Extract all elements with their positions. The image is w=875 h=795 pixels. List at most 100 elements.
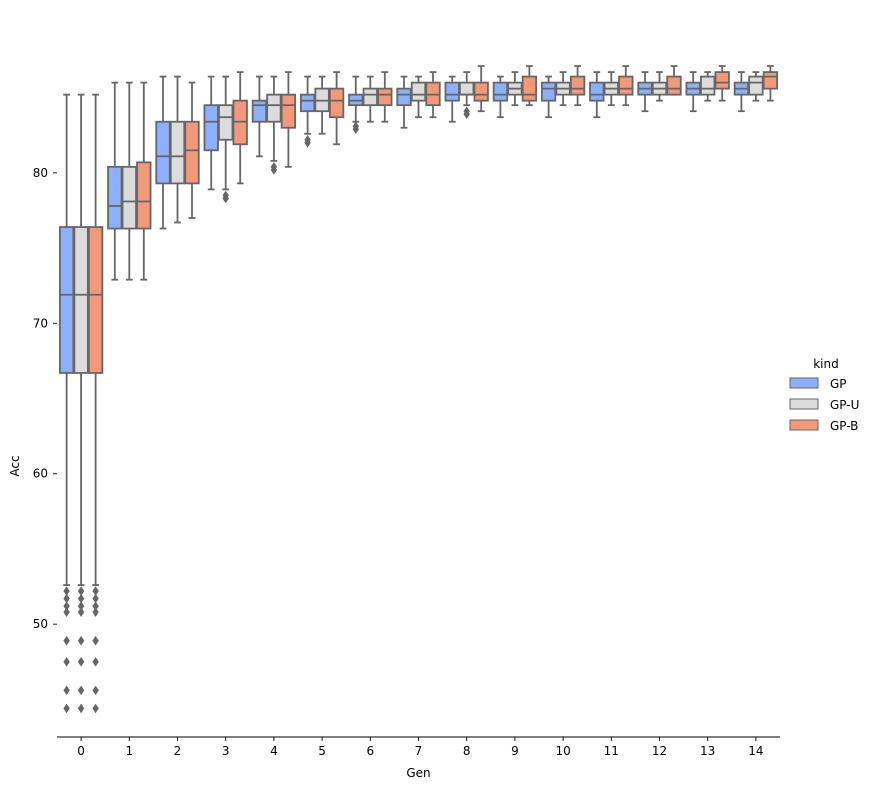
outlier-point xyxy=(92,586,99,596)
box-gp-b-gen-3 xyxy=(232,71,248,185)
box-gp-u-gen-9 xyxy=(507,71,523,107)
box-body xyxy=(540,81,557,102)
box-body xyxy=(266,93,282,123)
box-body xyxy=(136,161,152,230)
x-tick-label: 12 xyxy=(652,744,667,758)
outlier-point xyxy=(77,607,85,617)
outlier-point xyxy=(77,635,85,646)
legend-label: GP-U xyxy=(830,398,859,412)
outlier-point xyxy=(63,685,70,696)
box-body xyxy=(748,75,764,96)
box-body xyxy=(714,71,730,90)
legend-item-gp-b: GP-B xyxy=(789,419,858,433)
box-body xyxy=(203,104,219,152)
box-gp-u-gen-10 xyxy=(555,71,571,107)
box-gp-gen-9 xyxy=(492,75,509,119)
box-gp-b-gen-13 xyxy=(714,65,730,102)
box-gp-b-gen-0 xyxy=(87,93,104,714)
legend: kind GP GP-U GP-B xyxy=(789,357,859,433)
box-gp-b-gen-11 xyxy=(618,65,634,107)
box-body xyxy=(492,81,509,102)
outlier-point xyxy=(77,703,85,714)
box-body xyxy=(299,93,316,113)
box-gp-u-gen-5 xyxy=(314,75,330,135)
box-gp-b-gen-5 xyxy=(328,71,345,146)
outlier-point xyxy=(92,635,99,646)
box-body xyxy=(589,81,605,102)
box-gp-b-gen-9 xyxy=(521,65,538,107)
box-gp-u-gen-2 xyxy=(169,75,186,224)
legend-title: kind xyxy=(813,357,839,371)
box-body xyxy=(762,71,779,90)
y-tick-label: 60 xyxy=(33,467,48,481)
box-body xyxy=(121,165,137,230)
outlier-point xyxy=(63,656,70,667)
outlier-point xyxy=(63,586,70,596)
box-body xyxy=(700,75,716,96)
box-body xyxy=(251,99,268,123)
box-body xyxy=(58,226,75,374)
y-tick-label: 80 xyxy=(33,166,48,180)
outlier-point xyxy=(63,703,70,714)
outlier-point xyxy=(77,593,85,604)
legend-label: GP xyxy=(830,377,847,391)
box-gp-b-gen-2 xyxy=(184,81,200,219)
x-tick-label: 6 xyxy=(366,744,374,758)
y-axis-label: Acc xyxy=(8,455,22,476)
x-tick-label: 9 xyxy=(511,744,519,758)
y-tick-label: 70 xyxy=(33,316,48,330)
box-body xyxy=(73,226,89,374)
legend-item-gp-u: GP-U xyxy=(789,398,859,412)
box-gp-u-gen-6 xyxy=(362,75,378,123)
box-body xyxy=(666,75,682,96)
box-gp-gen-2 xyxy=(155,75,171,230)
box-gp-b-gen-6 xyxy=(377,71,393,123)
x-tick-label: 8 xyxy=(463,744,471,758)
box-body xyxy=(377,87,393,107)
x-tick-label: 14 xyxy=(748,744,763,758)
box-body xyxy=(169,120,186,185)
box-body xyxy=(410,81,427,102)
box-gp-gen-12 xyxy=(637,71,653,113)
box-body xyxy=(184,120,200,185)
outlier-point xyxy=(77,586,85,596)
box-gp-gen-1 xyxy=(107,81,123,281)
box-gp-b-gen-4 xyxy=(280,71,297,168)
outlier-point xyxy=(63,593,70,604)
x-axis-label: Gen xyxy=(406,766,430,780)
outlier-point xyxy=(63,601,70,611)
outlier-point xyxy=(63,607,70,617)
box-body xyxy=(569,75,586,96)
box-gp-gen-10 xyxy=(540,75,557,119)
box-body xyxy=(459,81,475,96)
box-gp-u-gen-11 xyxy=(603,71,619,107)
box-gp-u-gen-3 xyxy=(218,75,234,204)
box-gp-u-gen-4 xyxy=(266,75,282,175)
outlier-point xyxy=(92,656,99,667)
legend-swatch xyxy=(789,398,819,410)
box-gp-u-gen-1 xyxy=(121,81,137,281)
box-gp-b-gen-1 xyxy=(136,81,152,281)
box-gp-b-gen-12 xyxy=(666,65,682,96)
x-tick-label: 5 xyxy=(318,744,326,758)
box-gp-gen-7 xyxy=(396,75,412,129)
outlier-point xyxy=(92,601,99,611)
box-gp-gen-3 xyxy=(203,75,219,191)
box-gp-u-gen-0 xyxy=(73,93,89,714)
box-body xyxy=(362,87,378,107)
x-tick-label: 7 xyxy=(415,744,423,758)
outlier-point xyxy=(463,109,470,119)
legend-label: GP-B xyxy=(830,419,858,433)
outlier-point xyxy=(304,137,311,148)
box-gp-gen-14 xyxy=(733,71,750,113)
box-gp-gen-4 xyxy=(251,75,268,158)
series-gp-b xyxy=(87,65,779,714)
box-body xyxy=(87,226,104,374)
box-body xyxy=(618,75,634,96)
box-body xyxy=(444,81,460,102)
x-tick-label: 11 xyxy=(604,744,619,758)
x-tick-label: 4 xyxy=(270,744,278,758)
